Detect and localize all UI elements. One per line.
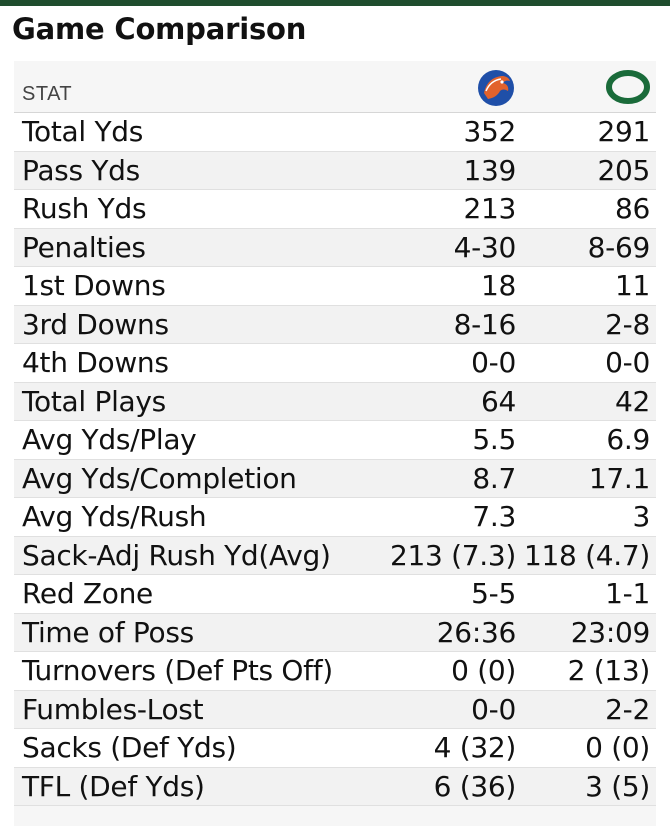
stat-label: Avg Yds/Rush	[22, 500, 207, 533]
team-a-value: 4-30	[453, 230, 517, 264]
stat-row: 4th Downs 0-0 0-0	[14, 344, 656, 383]
team-b-value: 42	[614, 384, 650, 418]
team-b-value: 2 (13)	[567, 654, 651, 687]
stat-label: Avg Yds/Completion	[22, 461, 297, 495]
stat-label: 3rd Downs	[22, 307, 169, 341]
stat-row: Sacks (Def Yds) 4 (32) 0 (0)	[14, 729, 656, 768]
section-title: Game Comparison	[12, 12, 307, 46]
team-b-value: 23:09	[570, 615, 651, 649]
stat-row: Time of Poss 26:36 23:09	[14, 613, 656, 652]
stat-row: Sack-Adj Rush Yd(Avg) 213 (7.3) 118 (4.7)	[14, 536, 656, 575]
stat-label: Fumbles-Lost	[22, 692, 204, 726]
stat-label: Sacks (Def Yds)	[22, 731, 237, 764]
stat-row: Turnovers (Def Pts Off) 0 (0) 2 (13)	[14, 652, 656, 691]
team-b-value: 17.1	[588, 461, 650, 495]
stat-row: Total Plays 64 42	[14, 382, 656, 421]
stat-row: Avg Yds/Play 5.5 6.9	[14, 421, 656, 460]
team-a-value: 4 (32)	[433, 731, 517, 764]
team-b-value: 0 (0)	[585, 731, 650, 764]
team-a-value: 0 (0)	[451, 654, 516, 687]
team-a-value: 0-0	[471, 346, 516, 379]
team-a-value: 64	[480, 384, 516, 418]
table-header: STAT	[14, 61, 656, 114]
stat-label: 1st Downs	[22, 269, 166, 302]
team-b-value: 291	[597, 115, 650, 148]
stat-row: Avg Yds/Rush 7.3 3	[14, 498, 656, 537]
team-a-value: 8-16	[453, 307, 517, 341]
team-b-value: 86	[614, 192, 650, 225]
team-a-value: 352	[463, 115, 516, 148]
oregon-logo-icon[interactable]	[606, 70, 650, 104]
team-a-value: 6 (36)	[433, 769, 517, 803]
stat-row: 1st Downs 18 11	[14, 267, 656, 306]
team-b-value: 118 (4.7)	[523, 538, 650, 572]
comparison-table: STAT Total Yds 352 291 Pass Yds 139 205 Rush Y…	[14, 61, 656, 826]
team-a-value: 26:36	[436, 615, 517, 649]
stats-rows: Total Yds 352 291 Pass Yds 139 205 Rush Yds 213…	[14, 113, 656, 806]
team-a-value: 5.5	[472, 423, 516, 456]
stat-row: Penalties 4-30 8-69	[14, 228, 656, 267]
stat-column-header: STAT	[22, 83, 73, 105]
stat-label: 4th Downs	[22, 346, 169, 379]
top-accent-bar	[0, 0, 670, 6]
stat-row: Pass Yds 139 205	[14, 151, 656, 190]
team-a-value: 0-0	[471, 692, 516, 726]
team-a-value: 8.7	[472, 461, 516, 495]
team-b-value: 0-0	[605, 346, 650, 379]
team-b-value: 3 (5)	[585, 769, 650, 803]
stat-label: Total Plays	[22, 384, 166, 418]
team-a-value: 18	[480, 269, 516, 302]
team-a-value: 5-5	[471, 577, 516, 610]
team-b-value: 2-8	[605, 307, 650, 341]
stat-row: Fumbles-Lost 0-0 2-2	[14, 690, 656, 729]
team-b-value: 3	[632, 500, 650, 533]
boise-state-logo-icon[interactable]	[476, 69, 516, 107]
stat-label: Pass Yds	[22, 153, 140, 187]
stat-row: TFL (Def Yds) 6 (36) 3 (5)	[14, 767, 656, 806]
team-b-value: 6.9	[606, 423, 650, 456]
stat-label: Penalties	[22, 230, 146, 264]
team-b-value: 205	[597, 153, 650, 187]
stat-label: Sack-Adj Rush Yd(Avg)	[22, 538, 331, 572]
stat-label: Avg Yds/Play	[22, 423, 197, 456]
stat-label: Red Zone	[22, 577, 153, 610]
stat-row: Avg Yds/Completion 8.7 17.1	[14, 459, 656, 498]
stat-label: Time of Poss	[22, 615, 194, 649]
team-b-value: 8-69	[587, 230, 651, 264]
team-b-value: 1-1	[605, 577, 650, 610]
stat-row: 3rd Downs 8-16 2-8	[14, 305, 656, 344]
stat-row: Red Zone 5-5 1-1	[14, 575, 656, 614]
stat-row: Rush Yds 213 86	[14, 190, 656, 229]
team-a-value: 7.3	[472, 500, 516, 533]
stat-label: Turnovers (Def Pts Off)	[22, 654, 333, 687]
stat-label: Rush Yds	[22, 192, 147, 225]
team-a-value: 213 (7.3)	[389, 538, 516, 572]
stat-row: Total Yds 352 291	[14, 113, 656, 152]
team-a-value: 139	[463, 153, 516, 187]
stat-label: Total Yds	[22, 115, 144, 148]
team-b-value: 2-2	[605, 692, 650, 726]
team-a-value: 213	[463, 192, 516, 225]
stat-label: TFL (Def Yds)	[22, 769, 205, 803]
team-b-value: 11	[614, 269, 650, 302]
